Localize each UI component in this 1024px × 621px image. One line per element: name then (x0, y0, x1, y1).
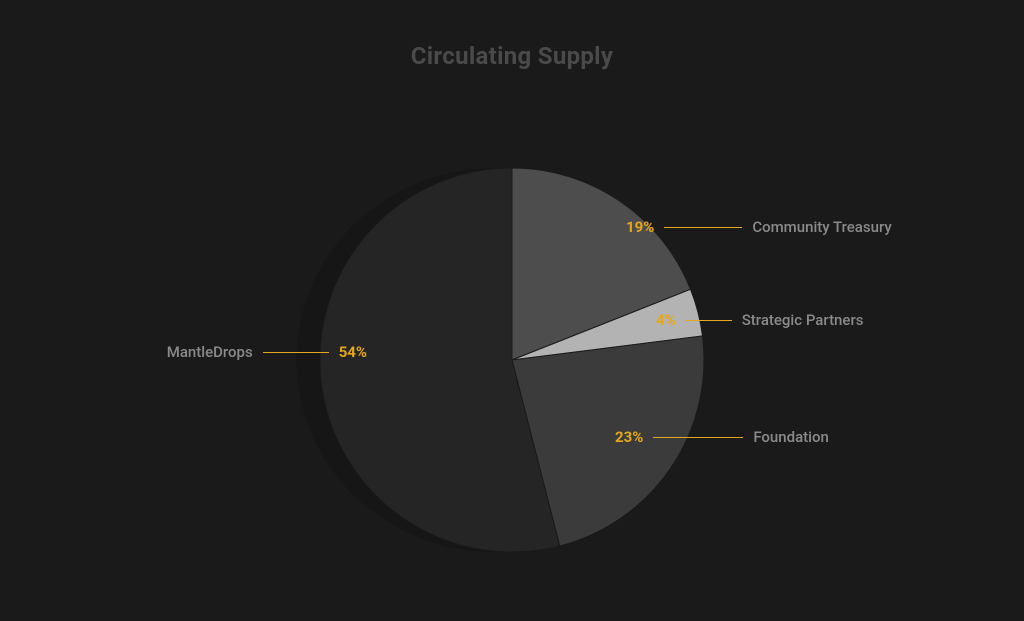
callout-community-treasury: 19% Community Treasury (626, 218, 892, 236)
callout-label: MantleDrops (167, 343, 253, 361)
callout-mantledrops: MantleDrops 54% (167, 343, 367, 361)
callout-pct: 54% (339, 343, 367, 361)
callout-line (664, 227, 742, 228)
callout-strategic-partners: 4% Strategic Partners (656, 311, 863, 329)
callout-label: Strategic Partners (742, 311, 864, 329)
chart-title: Circulating Supply (0, 42, 1024, 70)
callout-label: Foundation (753, 428, 829, 446)
callout-line (686, 320, 732, 321)
callout-pct: 4% (656, 311, 676, 329)
callout-line (653, 437, 743, 438)
callout-pct: 19% (626, 218, 654, 236)
callout-foundation: 23% Foundation (615, 428, 829, 446)
callout-pct: 23% (615, 428, 643, 446)
callout-label: Community Treasury (752, 218, 891, 236)
callout-line (263, 352, 329, 353)
